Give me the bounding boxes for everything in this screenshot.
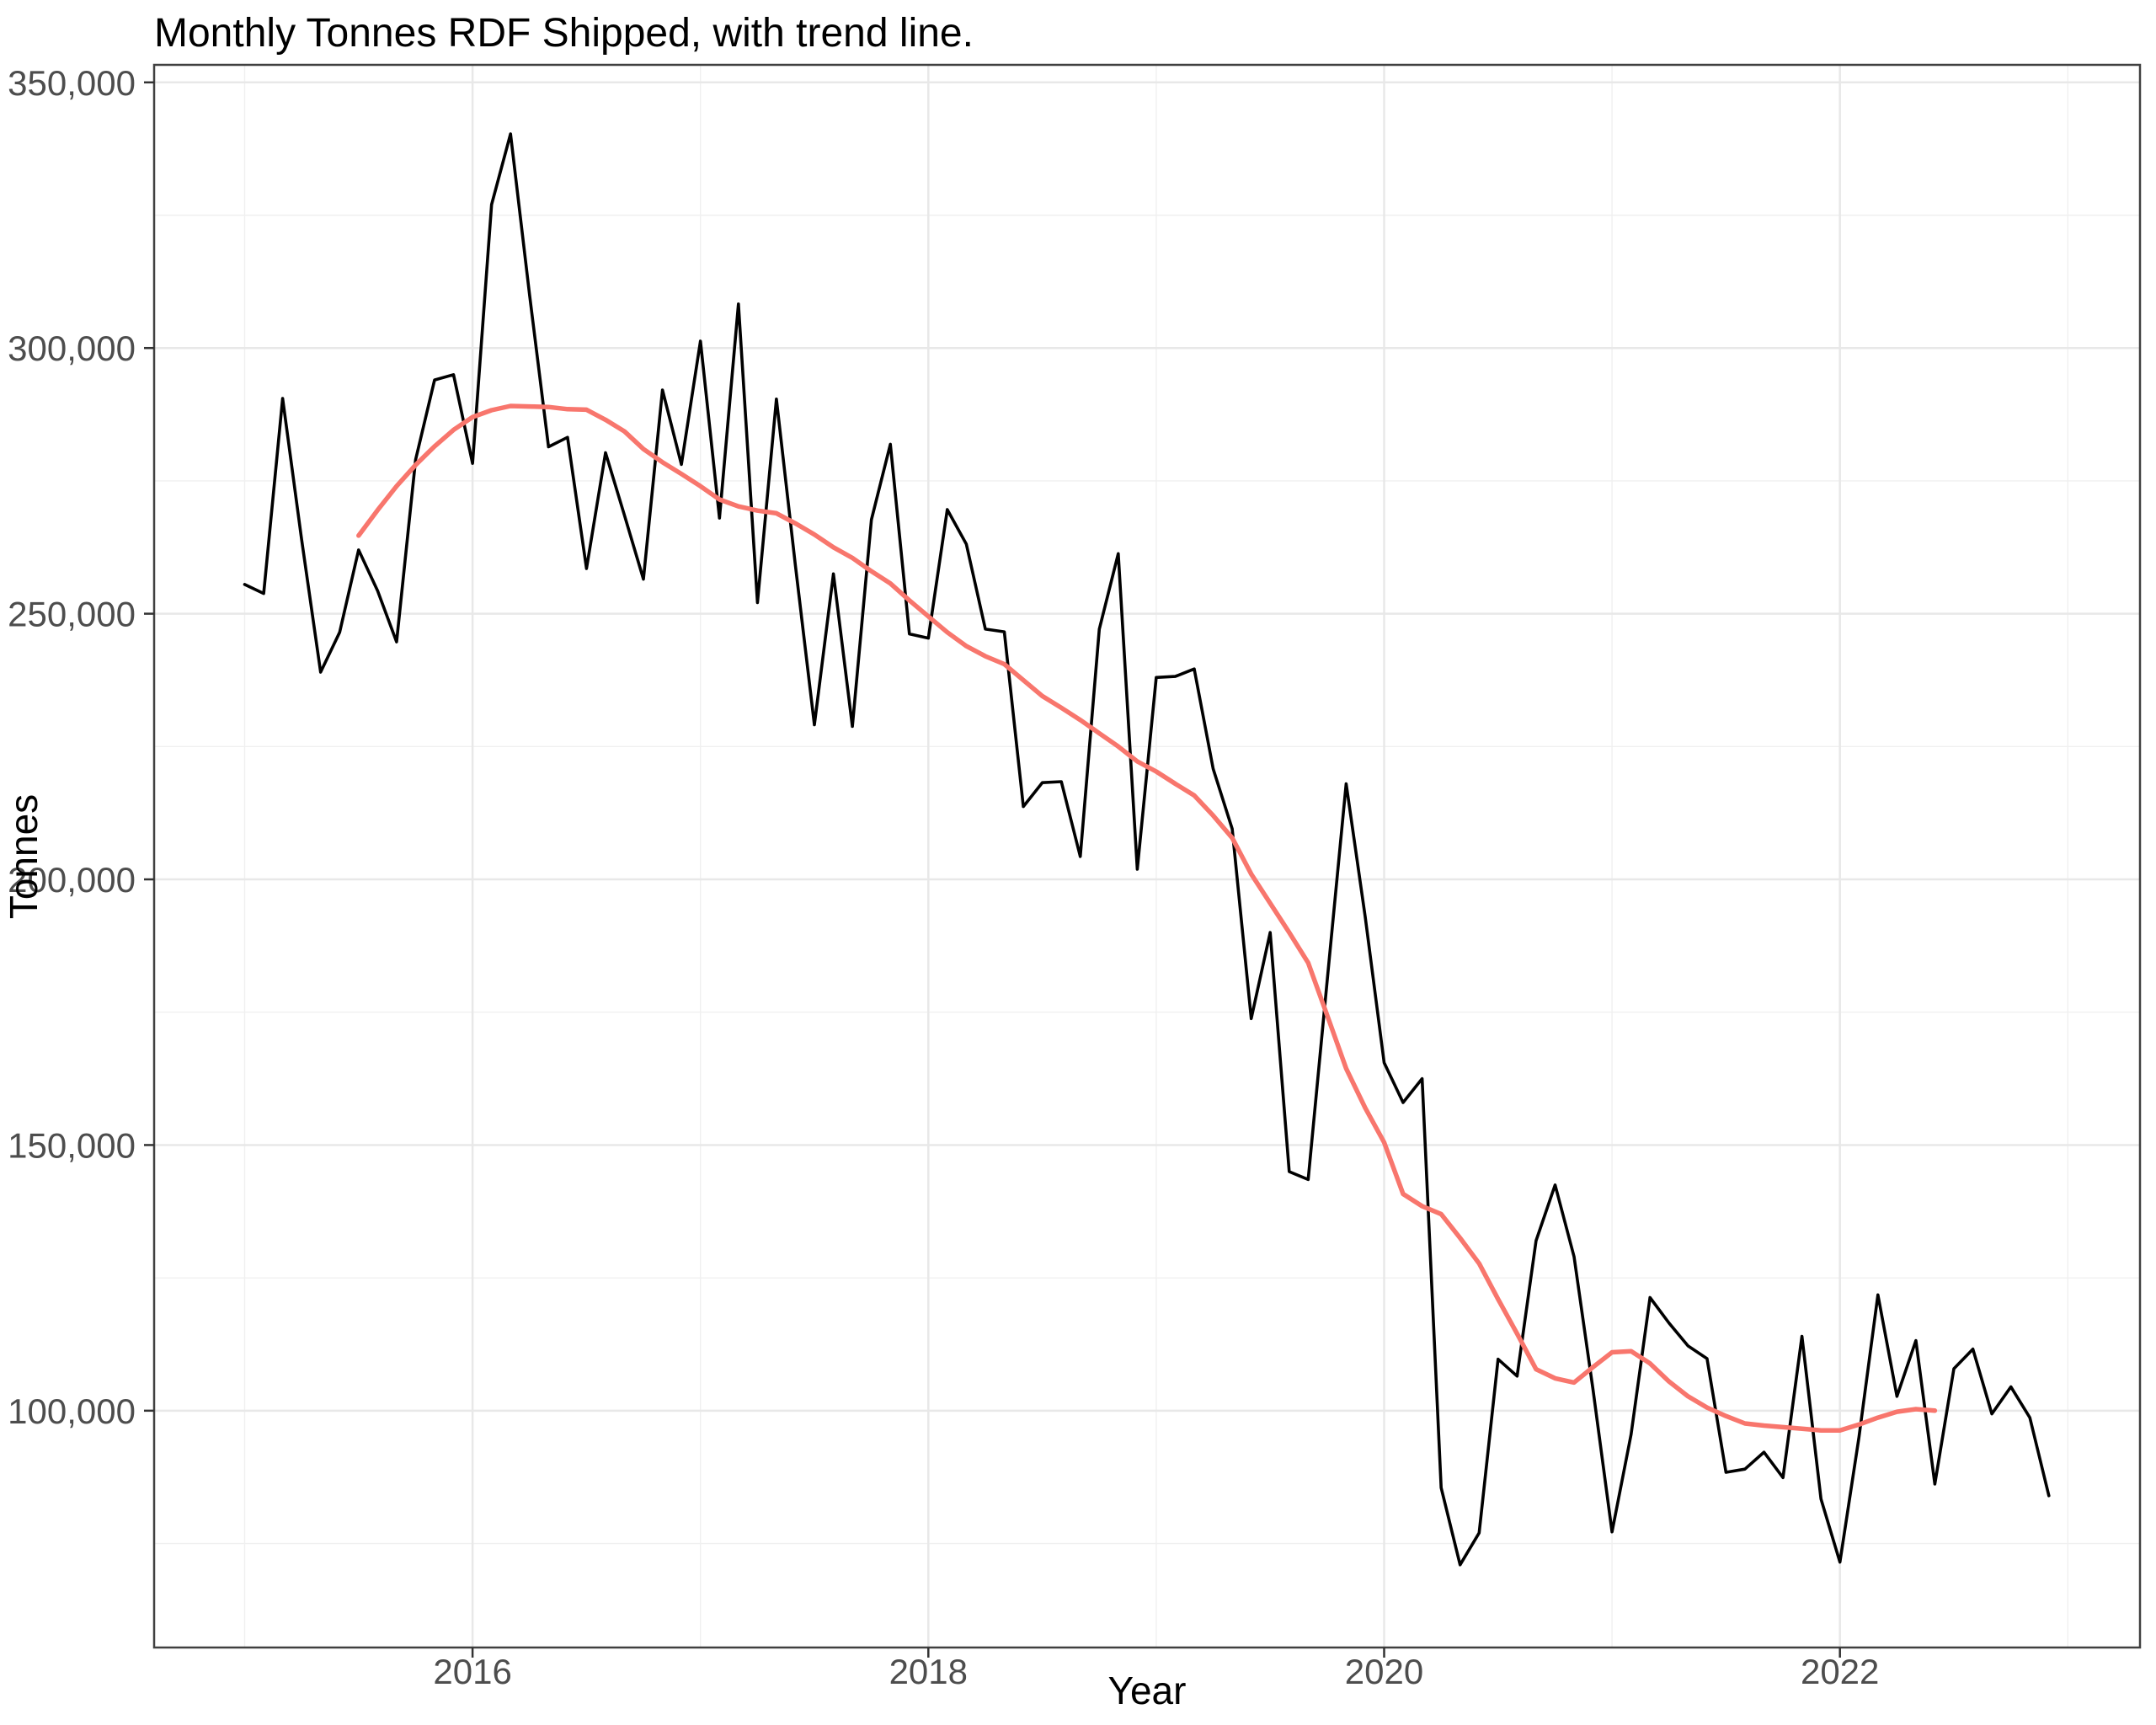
x-tick-label: 2016	[433, 1652, 511, 1691]
y-tick-label: 100,000	[8, 1391, 136, 1431]
x-tick-label: 2018	[889, 1652, 968, 1691]
plot-panel-border	[152, 63, 2142, 1649]
monthly-tonnes-line	[243, 132, 2051, 1567]
x-axis-label: Year	[1108, 1669, 1187, 1712]
minor-gridlines	[154, 65, 2140, 1648]
y-tick-label: 350,000	[8, 63, 136, 103]
axis-tick-marks	[144, 81, 1841, 1658]
y-tick-label: 150,000	[8, 1125, 136, 1165]
trend-12-month-moving-average-line	[356, 403, 1938, 1433]
y-tick-label: 200,000	[8, 860, 136, 900]
y-axis-label: Tonnes	[2, 794, 45, 919]
major-gridlines	[154, 65, 2140, 1648]
series-layer	[243, 132, 2051, 1567]
axis-tick-labels: 100,000 150,000 200,000 250,000 300,000 350,0…	[8, 63, 1879, 1691]
y-tick-label: 300,000	[8, 328, 136, 368]
y-tick-label: 250,000	[8, 595, 136, 634]
x-tick-label: 2020	[1345, 1652, 1423, 1691]
x-tick-label: 2022	[1801, 1652, 1879, 1691]
chart-title: Monthly Tonnes RDF Shipped, with trend l…	[154, 11, 974, 56]
